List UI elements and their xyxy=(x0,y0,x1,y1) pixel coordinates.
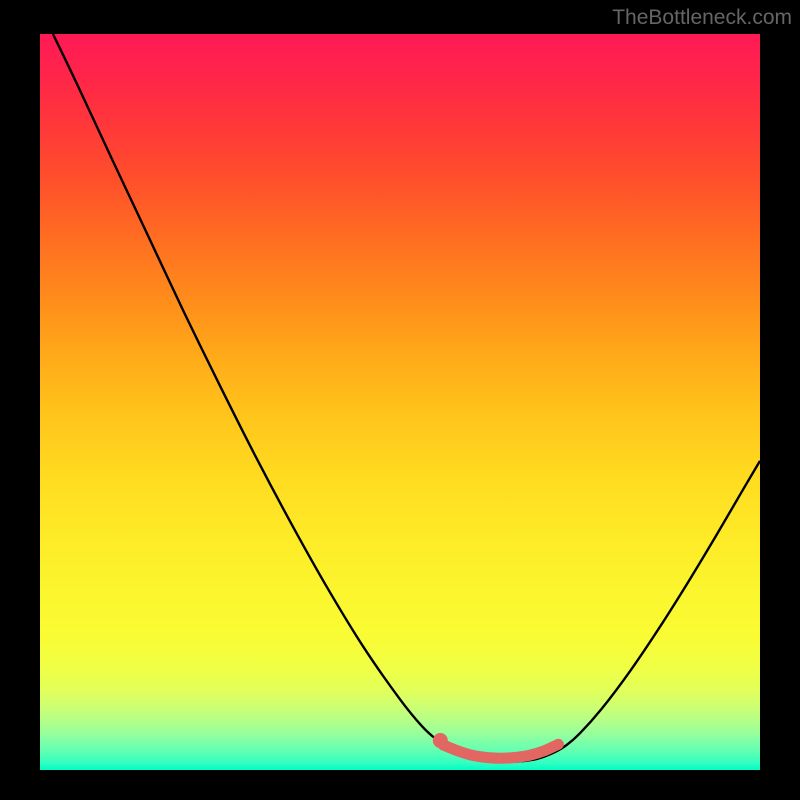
plot-area xyxy=(40,34,760,770)
frame-right xyxy=(760,0,800,800)
gradient-background xyxy=(40,34,760,770)
chart-svg xyxy=(40,34,760,770)
frame-bottom xyxy=(0,770,800,800)
watermark-text: TheBottleneck.com xyxy=(612,6,792,30)
marker-dot xyxy=(433,733,448,748)
figure-container: TheBottleneck.com xyxy=(0,0,800,800)
frame-left xyxy=(0,0,40,800)
